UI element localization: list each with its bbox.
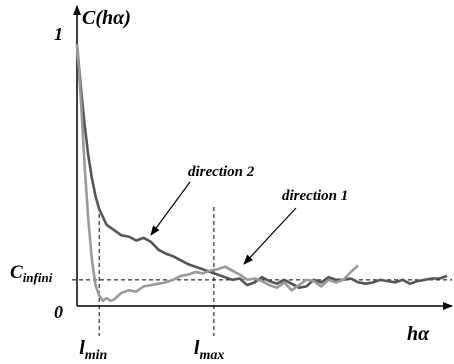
l-max-label: lmax: [194, 337, 224, 363]
c-infini-label: Cinfini: [10, 262, 53, 285]
annotation-arrow-direction-1: [243, 207, 297, 265]
y-tick-label-bottom: 0: [54, 302, 63, 322]
l-min-label-main: l: [79, 337, 85, 359]
l-max-label-main: l: [194, 337, 200, 359]
series-line-direction-2: [75, 44, 448, 290]
l-min-label-sub: min: [85, 348, 108, 363]
annotation-direction-2: direction 2: [188, 164, 255, 180]
x-axis-label: hα: [407, 323, 430, 345]
annotation-direction-1: direction 1: [282, 188, 348, 204]
series-line-direction-1: [75, 44, 360, 303]
c-infini-label-sub: infini: [23, 270, 53, 285]
y-tick-label-top: 1: [54, 24, 63, 44]
l-min-label: lmin: [79, 337, 107, 363]
l-max-label-sub: max: [199, 348, 224, 363]
x-axis-label-text: hα: [407, 323, 430, 345]
y-axis-label: C(hα): [82, 7, 131, 29]
annotation-arrow-direction-2: [150, 181, 191, 236]
c-infini-label-main: C: [10, 262, 23, 283]
